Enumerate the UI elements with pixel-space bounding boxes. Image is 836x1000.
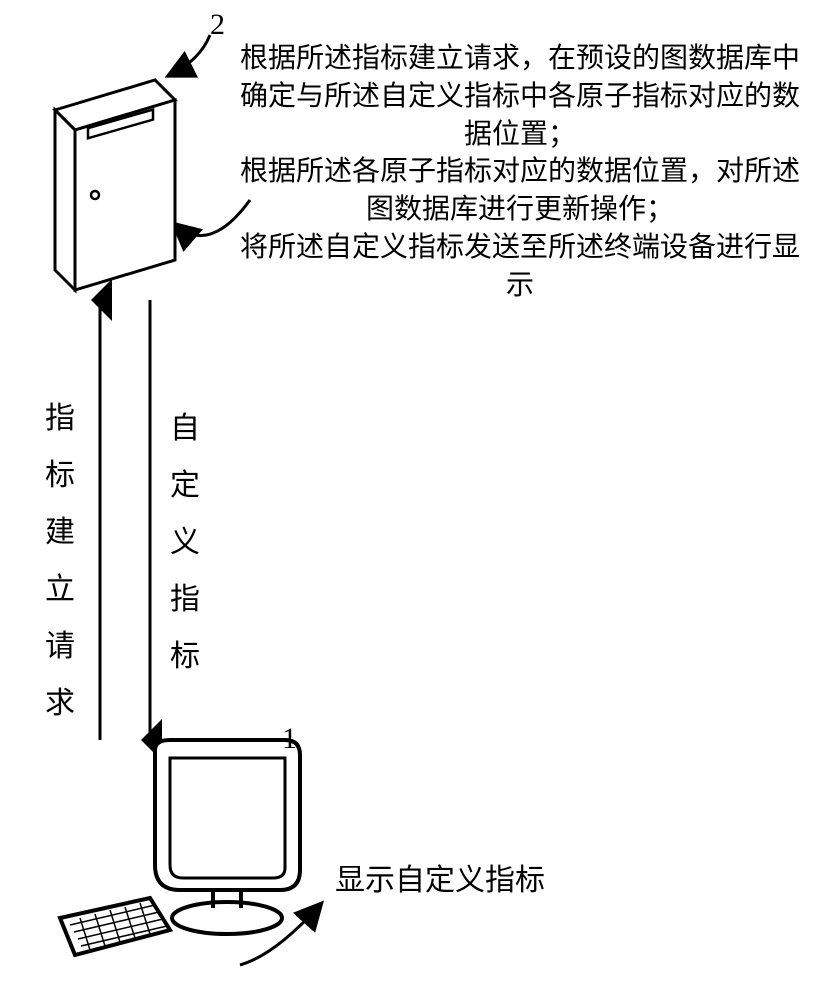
server-desc-line1: 根据所述指标建立请求，在预设的图数据库中确定与所述自定义指标中各原子指标对应的数… (240, 43, 800, 301)
server-node (40, 80, 190, 290)
terminal-node (95, 740, 295, 960)
terminal-description: 显示自定义指标 (335, 855, 545, 899)
server-id-badge: 2 (210, 8, 225, 42)
terminal-id-badge: 1 (282, 722, 297, 756)
edge-request-label: 指标建立请求 (45, 390, 75, 732)
edge-response-label: 自定义指标 (170, 400, 200, 685)
server-id-pointer (170, 35, 210, 75)
server-description: 根据所述指标建立请求，在预设的图数据库中确定与所述自定义指标中各原子指标对应的数… (230, 40, 810, 305)
diagram-canvas: 根据所述指标建立请求，在预设的图数据库中确定与所述自定义指标中各原子指标对应的数… (0, 0, 836, 1000)
